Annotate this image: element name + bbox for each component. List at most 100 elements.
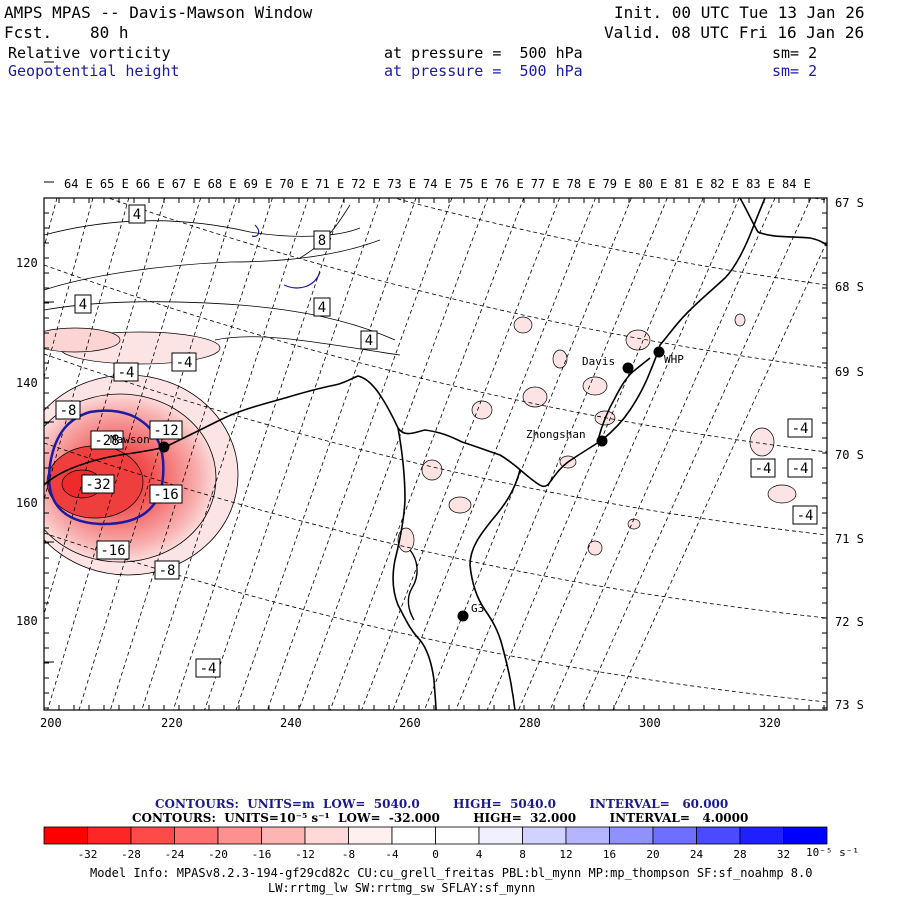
positive-contours <box>44 204 401 356</box>
station-g3: G3 <box>457 602 484 622</box>
contour-label: -8 <box>154 560 180 580</box>
colorbar-tick: 8 <box>519 848 526 861</box>
longitude-label: 65 E <box>99 177 129 191</box>
longitude-label: 81 E <box>674 177 704 191</box>
latitude-label: 67 S <box>835 196 864 210</box>
colorbar-tick: -8 <box>342 848 355 861</box>
colorbar-swatch <box>478 826 523 845</box>
colorbar-tick: 28 <box>733 848 746 861</box>
contour-label: -8 <box>55 400 81 420</box>
station-whp: WHP <box>653 346 684 366</box>
longitude-label: 73 E <box>387 177 416 191</box>
svg-text:-4: -4 <box>118 365 135 381</box>
longitude-label: 67 E <box>171 177 201 191</box>
colorbar: -32 -28 -24 -20 -16 -12 -8 -4 0 4 8 12 16 20 24 28 32 10⁻… <box>43 826 859 861</box>
colorbar-swatch <box>609 826 654 845</box>
contour-label: 4 <box>74 294 92 314</box>
valid-time: Valid. 08 UTC Fri 16 Jan 26 <box>604 23 865 42</box>
colorbar-swatch <box>435 826 480 845</box>
colorbar-swatch <box>739 826 784 845</box>
contour-label: -12 <box>149 420 183 440</box>
axis-ticks <box>43 61 827 710</box>
colorbar-swatch <box>348 826 393 845</box>
longitude-label: 75 E <box>458 177 488 191</box>
colorbar-swatch <box>217 826 262 845</box>
longitude-label: 84 E <box>782 177 811 191</box>
contour-label: -16 <box>149 484 183 504</box>
colorbar-tick: 4 <box>476 848 483 861</box>
svg-text:WHP: WHP <box>664 353 684 366</box>
colorbar-swatch <box>43 826 88 845</box>
field1-pressure: at pressure = 500 hPa <box>384 44 583 62</box>
colorbar-tick: 20 <box>646 848 659 861</box>
contour-label: 8 <box>313 230 331 250</box>
init-time: Init. 00 UTC Tue 13 Jan 26 <box>614 3 865 22</box>
longitude-label: 82 E <box>710 177 740 191</box>
model-info-line1: Model Info: MPASv8.2.3-194-gf29cd82c CU:… <box>90 866 813 880</box>
latitude-label: 69 S <box>835 365 864 379</box>
map-frame <box>43 197 828 711</box>
longitude-label: 79 E <box>602 177 632 191</box>
svg-text:-16: -16 <box>100 543 125 559</box>
svg-text:-4: -4 <box>792 461 809 477</box>
svg-text:-4: -4 <box>797 508 814 524</box>
colorbar-swatch <box>696 826 741 845</box>
svg-text:-8: -8 <box>159 563 176 579</box>
x-axis-label: 280 <box>519 716 541 730</box>
colorbar-swatch <box>304 826 349 845</box>
longitude-label: 72 E <box>351 177 381 191</box>
contour-label: -28 <box>90 430 124 450</box>
contour-label: -4 <box>750 458 776 478</box>
svg-text:-4: -4 <box>792 421 809 437</box>
vorticity-small-areas <box>397 313 797 556</box>
colorbar-swatch <box>783 826 828 845</box>
svg-text:4: 4 <box>365 333 373 349</box>
colorbar-units: 10⁻⁵ s⁻¹ <box>806 846 859 859</box>
svg-text:-8: -8 <box>60 403 77 419</box>
colorbar-tick: -28 <box>121 848 141 861</box>
svg-text:G3: G3 <box>471 602 484 615</box>
height-contour-info: CONTOURS: UNITS=m LOW= 5040.0 HIGH= 5040… <box>155 797 729 811</box>
longitude-label: 83 E <box>746 177 775 191</box>
longitude-label: 74 E <box>423 177 452 191</box>
colorbar-tick: -20 <box>208 848 228 861</box>
svg-text:4: 4 <box>133 207 141 223</box>
svg-text:-4: -4 <box>200 661 217 677</box>
station-mawson: Mawson <box>110 433 170 453</box>
longitude-label: 78 E <box>566 177 596 191</box>
colorbar-tick: 0 <box>432 848 439 861</box>
vorticity-shade-north-2 <box>44 327 121 353</box>
contour-label: -4 <box>195 658 221 678</box>
y-axis-label: 180 <box>16 614 38 628</box>
forecast-label: Fcst. <box>4 23 53 42</box>
station-markers: Davis WHP Zhongshan Mawson G3 <box>110 346 684 622</box>
contour-label: 4 <box>128 204 146 224</box>
colorbar-tick: 32 <box>777 848 790 861</box>
latitude-label: 73 S <box>835 698 864 712</box>
x-axis-label: 200 <box>40 716 62 730</box>
colorbar-swatch <box>261 826 306 845</box>
longitude-label: 68 E <box>207 177 237 191</box>
longitude-label: 69 E <box>243 177 273 191</box>
svg-text:4: 4 <box>79 297 87 313</box>
svg-text:-4: -4 <box>176 355 193 371</box>
colorbar-tick: -32 <box>78 848 98 861</box>
svg-text:4: 4 <box>318 300 326 316</box>
y-axis-label: 160 <box>16 496 38 510</box>
colorbar-tick: -4 <box>385 848 399 861</box>
colorbar-swatch <box>565 826 610 845</box>
latitude-label: 70 S <box>835 448 864 462</box>
x-axis-label: 240 <box>280 716 302 730</box>
colorbar-tick: 16 <box>603 848 616 861</box>
svg-text:-4: -4 <box>755 461 772 477</box>
field2-pressure: at pressure = 500 hPa <box>384 62 583 80</box>
latitude-label: 72 S <box>835 615 864 629</box>
longitude-label: 77 E <box>530 177 560 191</box>
contour-label: -4 <box>113 362 139 382</box>
map-title: AMPS MPAS -- Davis-Mawson Window <box>4 3 313 22</box>
field1-name: Relative vorticity <box>8 44 171 62</box>
contour-label: -4 <box>792 505 818 525</box>
vorticity-contour-info: CONTOURS: UNITS=10⁻⁵ s⁻¹ LOW= -32.000 HI… <box>132 811 749 825</box>
svg-text:8: 8 <box>318 233 326 249</box>
